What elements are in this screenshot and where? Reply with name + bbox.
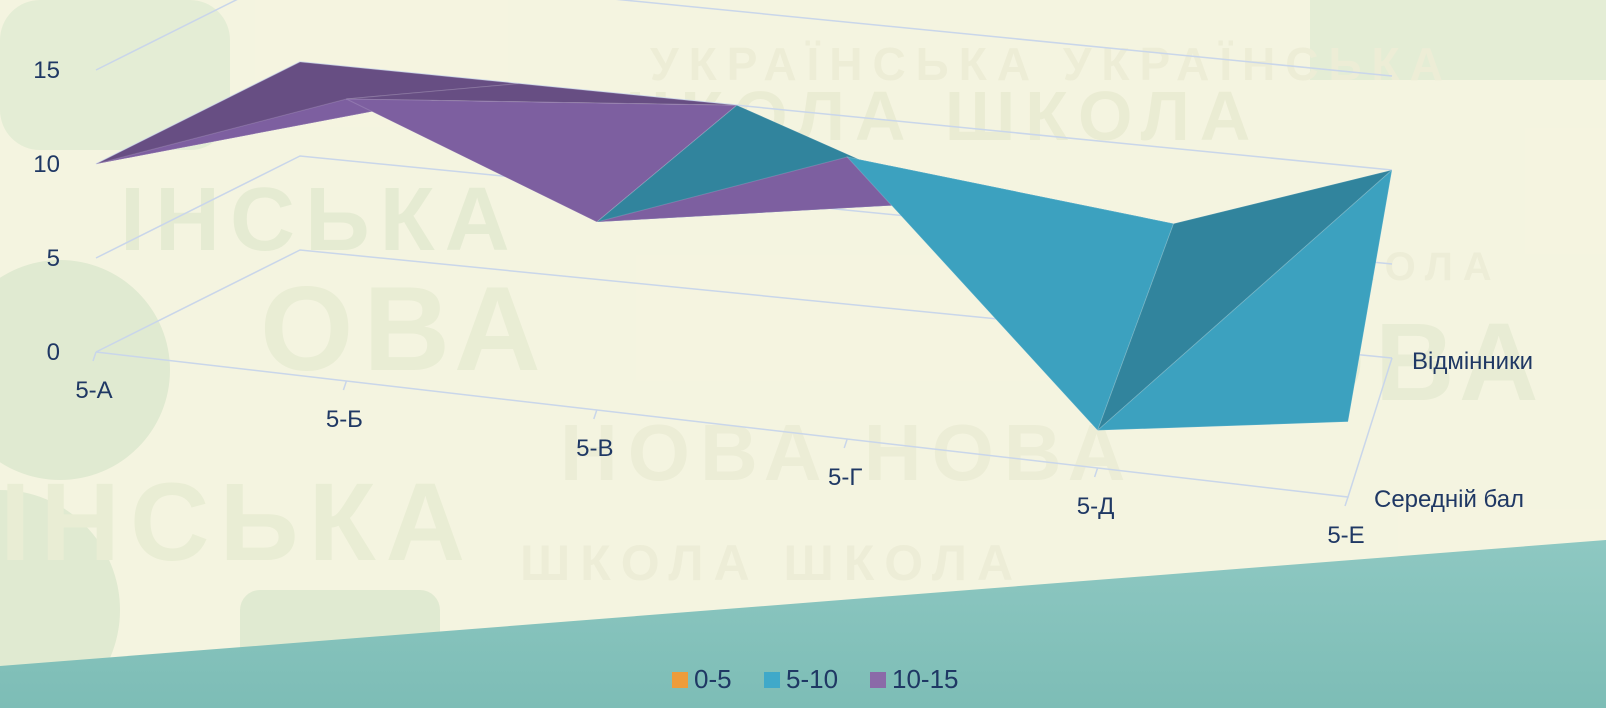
x-category-label: 5-Б bbox=[326, 406, 363, 433]
legend-label: 5-10 bbox=[786, 664, 838, 694]
legend-label: 10-15 bbox=[892, 664, 959, 694]
x-category-label: 5-А bbox=[75, 377, 112, 404]
legend: 0-5 5-10 10-15 bbox=[672, 664, 959, 694]
svg-text:ІНСЬКА: ІНСЬКА bbox=[120, 170, 520, 270]
svg-text:УКРАЇНСЬКА УКРАЇНСЬКА: УКРАЇНСЬКА УКРАЇНСЬКА bbox=[650, 38, 1453, 90]
z-tick-label: 15 bbox=[33, 57, 60, 84]
legend-swatch bbox=[870, 672, 886, 688]
svg-text:ІНСЬКА: ІНСЬКА bbox=[0, 461, 475, 584]
svg-text:ШКОЛА ШКОЛА: ШКОЛА ШКОЛА bbox=[520, 535, 1023, 591]
z-tick-label: 10 bbox=[33, 151, 60, 178]
x-category-label: 5-В bbox=[576, 435, 613, 462]
depth-label-back: Відмінники bbox=[1412, 348, 1533, 375]
legend-label: 0-5 bbox=[694, 664, 732, 694]
z-tick-label: 0 bbox=[47, 339, 60, 366]
legend-swatch bbox=[672, 672, 688, 688]
legend-swatch bbox=[764, 672, 780, 688]
x-category-label: 5-Е bbox=[1327, 522, 1364, 549]
x-category-label: 5-Д bbox=[1077, 493, 1115, 520]
depth-label-front: Середній бал bbox=[1374, 486, 1524, 513]
x-category-label: 5-Г bbox=[828, 464, 862, 491]
z-tick-label: 5 bbox=[47, 245, 60, 272]
